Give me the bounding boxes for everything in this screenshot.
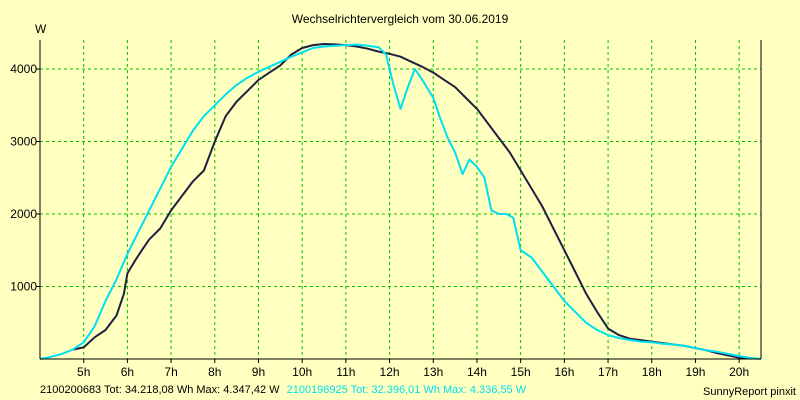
x-tick-label-9h: 9h — [252, 365, 265, 379]
legend: 2100200683 Tot: 34.218,08 Wh Max: 4.347,… — [40, 384, 527, 396]
y-axis-label: W — [35, 22, 47, 36]
y-tick-label-1000: 1000 — [10, 280, 37, 294]
x-tick-label-12h: 12h — [380, 365, 400, 379]
grid — [40, 40, 761, 359]
x-tick-label-6h: 6h — [121, 365, 134, 379]
credit-text: SunnyReport pinxit — [703, 386, 796, 398]
y-tick-label-2000: 2000 — [10, 207, 37, 221]
x-tick-label-17h: 17h — [598, 365, 618, 379]
x-tick-label-20h: 20h — [729, 365, 749, 379]
x-tick-label-8h: 8h — [208, 365, 221, 379]
x-tick-label-16h: 16h — [554, 365, 574, 379]
axes — [36, 40, 762, 363]
series-group — [39, 43, 762, 360]
x-tick-label-15h: 15h — [511, 365, 531, 379]
x-tick-label-5h: 5h — [77, 365, 90, 379]
chart-title: Wechselrichtervergleich vom 30.06.2019 — [292, 12, 509, 26]
series-line-2100198925 — [39, 43, 762, 360]
x-tick-label-7h: 7h — [164, 365, 177, 379]
y-tick-label-4000: 4000 — [10, 62, 37, 76]
x-tick-label-19h: 19h — [685, 365, 705, 379]
legend-entry-1: 2100200683 Tot: 34.218,08 Wh Max: 4.347,… — [40, 384, 280, 396]
x-tick-label-10h: 10h — [292, 365, 312, 379]
x-tick-label-13h: 13h — [423, 365, 443, 379]
x-tick-label-14h: 14h — [467, 365, 487, 379]
x-tick-label-11h: 11h — [336, 365, 355, 379]
tick-labels: 5h 6h 7h 8h 9h 10h 11h 12h 13h 14h 15h 16h 17h 18h 19h… — [10, 62, 749, 379]
legend-entry-2: 2100198925 Tot: 32.396,01 Wh Max: 4.336,… — [287, 384, 527, 396]
series-line-2100200683 — [72, 43, 751, 360]
y-tick-label-3000: 3000 — [10, 135, 37, 149]
x-tick-label-18h: 18h — [642, 365, 662, 379]
